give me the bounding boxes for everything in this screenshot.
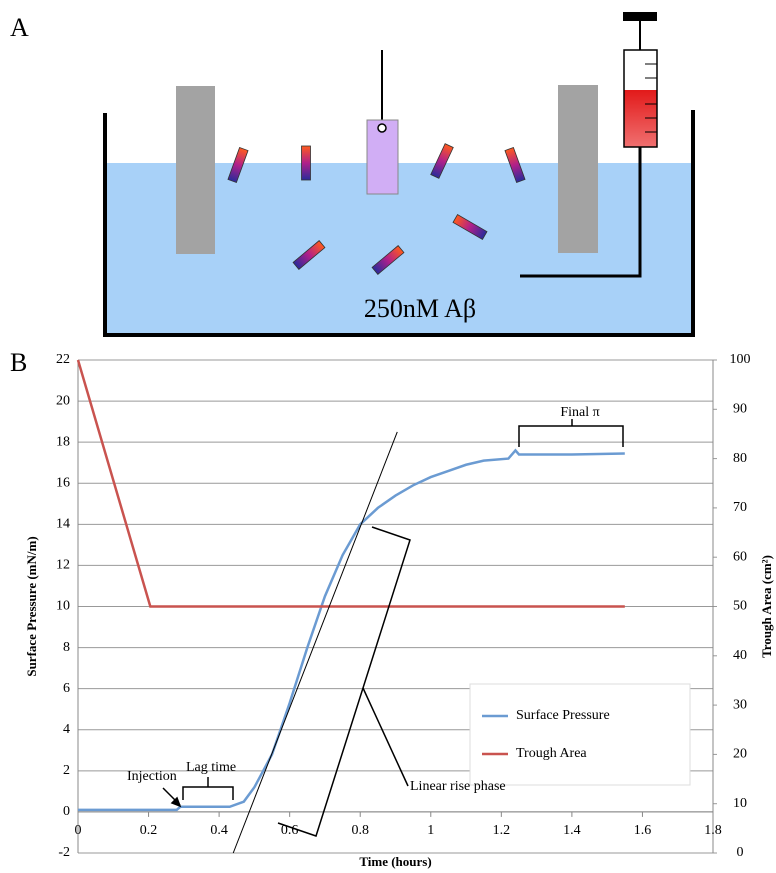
concentration-label: 250nM Aβ: [364, 294, 476, 323]
y2-tick-label: 100: [730, 352, 751, 367]
bracket: [182, 786, 234, 800]
x-tick-label: 1.4: [563, 823, 581, 838]
x-tick-label: 0.8: [351, 823, 369, 838]
bracket-pointer: [362, 687, 409, 787]
panel-label: B: [10, 348, 27, 377]
bracket: [518, 425, 624, 447]
panel-label: A: [10, 13, 29, 42]
chart: -202468101214161820220102030405060708090…: [24, 352, 774, 869]
y2-tick-label: 90: [733, 402, 747, 417]
y2-tick-label: 80: [733, 451, 747, 466]
annotation: Linear rise phase: [410, 779, 506, 794]
legend-label: Trough Area: [516, 746, 587, 761]
y-axis-label: Surface Pressure (mN/m): [24, 536, 39, 676]
annotation: Injection: [127, 769, 177, 784]
y-tick-label: 22: [56, 352, 70, 367]
x-tick-label: 0.2: [140, 823, 158, 838]
line-series: [76, 359, 625, 608]
y-tick-label: 8: [63, 640, 70, 655]
y2-tick-label: 40: [733, 648, 747, 663]
y-tick-label: 6: [63, 681, 70, 696]
needle: [520, 147, 642, 278]
y-tick-label: 10: [56, 599, 70, 614]
x-tick-label: 1.6: [634, 823, 652, 838]
syringe-scale: [645, 63, 657, 133]
legend-box: [469, 683, 691, 786]
annotation: Lag time: [186, 760, 236, 775]
x-axis-label: Time (hours): [359, 854, 431, 869]
trough: [103, 110, 695, 337]
y-tick-label: 0: [63, 804, 70, 819]
fit-line: [232, 431, 398, 854]
hook: [377, 123, 387, 133]
y2-tick-label: 10: [733, 796, 747, 811]
x-tick-label: 0.4: [210, 823, 228, 838]
x-tick-label: 1.2: [493, 823, 511, 838]
diagram: A 250nM Aβ: [10, 12, 695, 337]
y2-axis-label: Trough Area (cm²): [759, 555, 774, 658]
line-series: [78, 448, 625, 812]
y-tick-label: 18: [56, 434, 70, 449]
x-tick-label: 0: [75, 823, 82, 838]
y2-tick-label: 20: [733, 747, 747, 762]
y-tick-label: 14: [56, 517, 70, 532]
arrow-head: [170, 796, 182, 808]
x-tick-label: 0.6: [281, 823, 299, 838]
y-tick-label: 16: [56, 475, 70, 490]
y2-tick-label: 50: [733, 599, 747, 614]
y-tick-label: 20: [56, 393, 70, 408]
x-tick-label: 1.8: [704, 823, 722, 838]
annotations: Injection Lag time Linear rise phase Fin…: [127, 405, 624, 837]
y2-tick-label: 0: [737, 845, 744, 860]
y-tick-label: 2: [63, 763, 70, 778]
y-tick-label: 4: [63, 722, 70, 737]
y2-tick-label: 70: [733, 500, 747, 515]
plunger: [623, 12, 657, 21]
annotation: Final π: [560, 405, 599, 420]
y-tick-label: 12: [56, 558, 70, 573]
barrier: [176, 86, 215, 254]
x-tick-label: 1: [427, 823, 434, 838]
molecules: [227, 143, 526, 275]
legend-label: Surface Pressure: [516, 708, 610, 723]
y2-tick-label: 60: [733, 549, 747, 564]
barrier: [558, 85, 598, 253]
y-tick-label: -2: [58, 845, 70, 860]
y2-tick-label: 30: [733, 697, 747, 712]
